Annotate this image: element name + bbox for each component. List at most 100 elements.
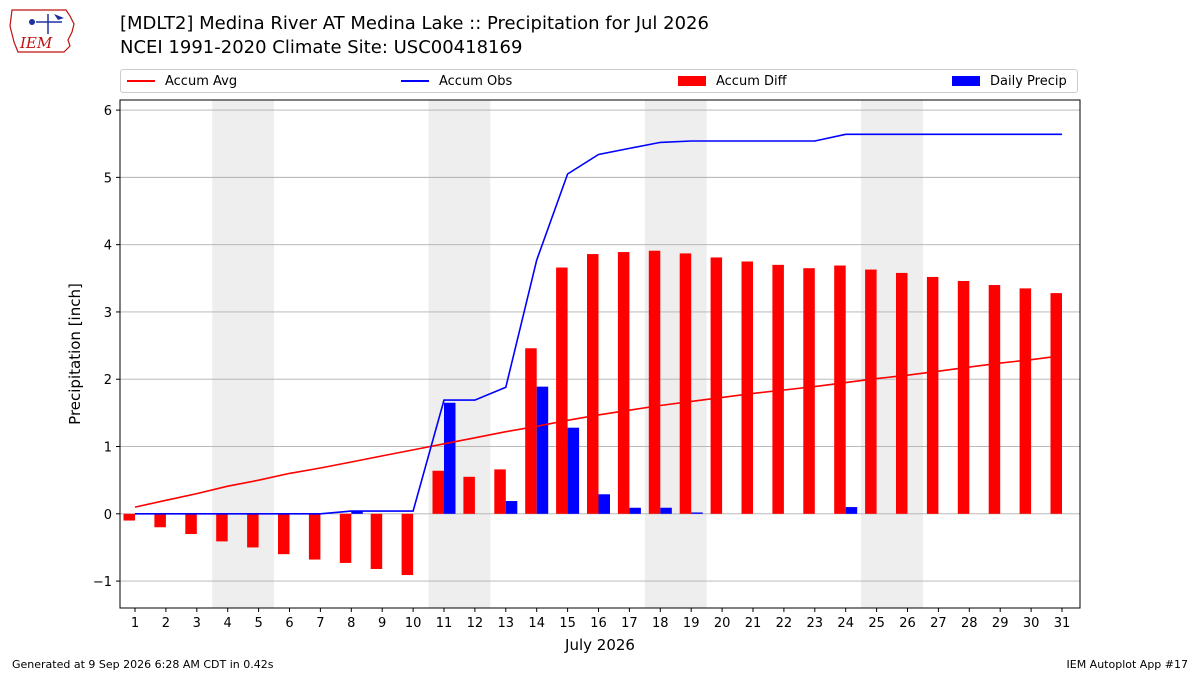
legend-swatch-accum-obs [401,80,429,82]
x-tick-label-26: 26 [899,616,916,631]
bar-daily-precip-day-17 [629,507,641,514]
bar-accum-diff-day-25 [865,269,877,514]
x-tick-label-5: 5 [254,616,262,631]
x-tick-label-17: 17 [621,616,638,631]
x-tick-label-24: 24 [837,616,854,631]
bar-accum-diff-day-21 [741,261,753,514]
y-tick-label-4: 3 [104,306,112,321]
x-tick-label-20: 20 [714,616,731,631]
chart-title: [MDLT2] Medina River AT Medina Lake :: P… [120,13,709,34]
legend-swatch-accum-diff [678,76,706,86]
bar-accum-diff-day-18 [648,250,661,514]
x-tick-label-22: 22 [776,616,793,631]
bar-accum-diff-day-3 [185,513,197,534]
legend-label-accum-avg: Accum Avg [165,73,238,89]
bar-accum-diff-day-7 [308,513,321,560]
y-tick-label-5: 4 [104,239,112,254]
x-tick-label-29: 29 [992,616,1009,631]
bar-accum-diff-day-6 [278,513,290,555]
x-tick-label-30: 30 [1023,616,1040,631]
app-credit: IEM Autoplot App #17 [1066,658,1189,671]
y-tick-label-0: −1 [93,575,112,590]
x-tick-label-13: 13 [498,616,515,631]
bar-accum-diff-day-5 [247,513,259,548]
x-tick-label-16: 16 [590,616,607,631]
line-accum-obs [135,133,1062,515]
weekend-band-1 [428,100,491,608]
bar-accum-diff-day-28 [957,280,970,514]
x-tick-label-31: 31 [1054,616,1071,631]
y-tick-label-7: 6 [104,104,112,119]
bar-daily-precip-day-19 [691,512,703,514]
legend-label-accum-diff: Accum Diff [716,73,787,89]
x-tick-label-9: 9 [378,616,386,631]
bar-daily-precip-day-14 [536,386,549,514]
x-tick-label-6: 6 [285,616,293,631]
iowa-map-outline [9,9,75,53]
bar-daily-precip-day-13 [505,501,518,514]
lines [134,133,1063,515]
bar-daily-precip-day-11 [444,402,456,514]
bar-accum-diff-day-23 [803,268,815,514]
x-tick-label-19: 19 [683,616,700,631]
bar-accum-diff-day-13 [494,469,506,514]
y-tick-label-1: 0 [104,508,112,523]
bar-daily-precip-day-24 [845,507,858,514]
legend-swatch-daily-precip [952,76,980,86]
bar-accum-diff-day-17 [617,252,630,514]
generated-timestamp: Generated at 9 Sep 2026 6:28 AM CDT in 0… [12,658,274,671]
x-tick-label-25: 25 [868,616,885,631]
bar-accum-diff-day-19 [679,253,692,514]
x-tick-label-10: 10 [405,616,422,631]
x-tick-label-8: 8 [347,616,355,631]
bar-daily-precip-day-15 [567,427,580,514]
bar-accum-diff-day-26 [896,272,908,514]
y-tick-label-3: 2 [104,373,112,388]
x-tick-label-14: 14 [528,616,545,631]
x-tick-label-15: 15 [559,616,576,631]
bar-accum-diff-day-2 [154,513,166,528]
bar-daily-precip-day-8 [351,511,363,514]
x-tick-label-12: 12 [467,616,484,631]
x-axis: 1 2 3 4 5 6 7 8 9 10 11 12 13 14 15 16 17 18 19 20 21 22 23 24 2… [131,608,1070,631]
bar-accum-diff-day-1 [123,513,135,521]
y-axis: −1 0 1 2 3 4 5 6 [93,104,120,590]
legend-item-daily-precip: Daily Precip [952,70,1067,92]
bar-accum-diff-day-9 [370,513,383,569]
bar-accum-diff-day-8 [339,513,352,563]
logo-text: IEM [19,34,53,52]
x-tick-label-27: 27 [930,616,947,631]
bars [123,250,1062,576]
iem-logo: IEM [9,9,75,53]
plot-frame [119,99,1081,609]
x-axis-label: July 2026 [564,636,635,654]
bar-accum-diff-day-15 [556,267,568,514]
y-tick-label-6: 5 [104,171,112,186]
bar-daily-precip-day-16 [598,494,610,514]
bar-accum-diff-day-20 [710,257,723,514]
legend-swatch-accum-avg [127,80,155,82]
line-accum-avg [134,354,1063,508]
bar-accum-diff-day-4 [216,513,228,542]
wind-vane [54,14,64,20]
bar-daily-precip-day-18 [660,507,672,514]
legend: Accum Avg Accum Obs Accum Diff Daily Pre… [120,69,1078,93]
legend-item-accum-avg: Accum Avg [127,70,237,92]
x-tick-label-28: 28 [961,616,978,631]
bar-accum-diff-day-30 [1019,288,1032,514]
legend-item-accum-diff: Accum Diff [678,70,787,92]
x-tick-label-21: 21 [745,616,762,631]
bar-accum-diff-day-11 [432,470,444,514]
bar-accum-diff-day-31 [1050,293,1062,514]
chart-subtitle: NCEI 1991-2020 Climate Site: USC00418169 [120,37,523,58]
bar-accum-diff-day-22 [772,264,784,514]
x-tick-label-18: 18 [652,616,669,631]
x-tick-label-1: 1 [131,616,139,631]
x-tick-label-2: 2 [162,616,170,631]
bar-accum-diff-day-14 [525,348,537,514]
y-tick-label-2: 1 [104,441,112,456]
x-tick-label-11: 11 [436,616,453,631]
bar-accum-diff-day-24 [834,265,846,514]
bar-accum-diff-day-29 [988,285,1001,514]
